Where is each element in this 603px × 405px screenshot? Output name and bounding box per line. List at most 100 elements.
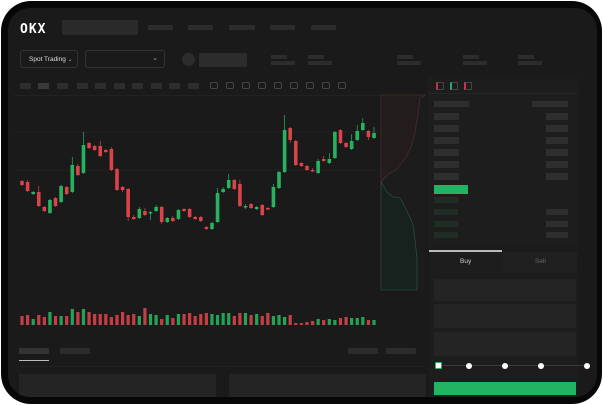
candle-body bbox=[310, 170, 315, 172]
volume-bar bbox=[299, 323, 303, 325]
slider-step-50[interactable] bbox=[502, 363, 508, 369]
chevron-down-icon[interactable] bbox=[258, 82, 266, 89]
book-view-asks-icon[interactable] bbox=[464, 82, 472, 90]
bid-price bbox=[434, 232, 458, 238]
volume-bar bbox=[143, 308, 147, 325]
ask-price bbox=[434, 113, 459, 120]
tab-sell[interactable]: Sell bbox=[535, 258, 546, 265]
tab-order-history[interactable] bbox=[60, 348, 90, 354]
timeframe-button[interactable] bbox=[57, 83, 68, 89]
candle-body bbox=[293, 141, 298, 165]
candle-body bbox=[299, 163, 304, 166]
candle-body bbox=[87, 143, 91, 148]
volume-bar bbox=[42, 317, 46, 325]
nav-item[interactable] bbox=[311, 25, 336, 30]
candle-body bbox=[333, 132, 337, 158]
volume-bar bbox=[355, 318, 359, 325]
amount-slider[interactable] bbox=[438, 365, 588, 366]
indicator-icon[interactable] bbox=[210, 82, 218, 89]
filter-button[interactable] bbox=[348, 348, 378, 354]
volume-bar bbox=[238, 313, 242, 325]
book-view-bids-icon[interactable] bbox=[450, 82, 458, 90]
volume-bar bbox=[243, 313, 248, 325]
nav-item[interactable] bbox=[229, 25, 255, 30]
tab-buy[interactable]: Buy bbox=[460, 258, 472, 265]
nav-item[interactable] bbox=[188, 25, 213, 30]
candle-body bbox=[344, 143, 348, 147]
order-book bbox=[428, 77, 578, 247]
candle-body bbox=[20, 181, 24, 185]
candle-body bbox=[321, 159, 326, 161]
chart-type-icon[interactable] bbox=[242, 82, 250, 89]
buy-submit-button[interactable] bbox=[434, 382, 576, 395]
volume-bar bbox=[182, 314, 186, 325]
camera-icon[interactable] bbox=[306, 82, 314, 89]
slider-step-25[interactable] bbox=[466, 363, 472, 369]
stat-label bbox=[308, 55, 324, 59]
volume-bar bbox=[76, 312, 80, 325]
total-input[interactable] bbox=[434, 332, 576, 356]
nav-item[interactable] bbox=[270, 25, 295, 30]
ruler-icon[interactable] bbox=[290, 82, 298, 89]
depth-bids-area bbox=[380, 180, 418, 291]
stat-label bbox=[271, 55, 287, 59]
slider-step-75[interactable] bbox=[538, 363, 544, 369]
stat-label bbox=[463, 55, 479, 59]
volume-bar bbox=[361, 317, 365, 325]
timeframe-button[interactable] bbox=[114, 83, 125, 89]
amount-input[interactable] bbox=[434, 304, 576, 328]
candle-body bbox=[92, 146, 97, 150]
timeframe-button[interactable] bbox=[151, 83, 162, 89]
stat-label bbox=[518, 55, 534, 59]
line-icon[interactable] bbox=[274, 82, 282, 89]
candlestick-chart[interactable] bbox=[8, 8, 597, 397]
book-view-both-icon[interactable] bbox=[436, 82, 444, 90]
volume-bar bbox=[31, 319, 35, 325]
timeframe-button[interactable] bbox=[38, 83, 49, 89]
timeframe-button[interactable] bbox=[132, 83, 143, 89]
ask-price bbox=[434, 137, 459, 144]
volume-bar bbox=[255, 314, 259, 325]
nav-item[interactable] bbox=[148, 25, 173, 30]
price-input[interactable] bbox=[434, 279, 576, 301]
candle-body bbox=[76, 166, 80, 175]
volume-bar bbox=[215, 315, 220, 325]
volume-bar bbox=[221, 313, 225, 325]
volume-bar bbox=[65, 316, 69, 325]
volume-bar bbox=[165, 315, 169, 325]
filter-button[interactable] bbox=[386, 348, 416, 354]
fullscreen-icon[interactable] bbox=[338, 82, 346, 89]
volume-bar bbox=[109, 317, 113, 325]
ask-amount bbox=[546, 137, 568, 144]
volume-bar bbox=[344, 317, 348, 325]
candle-body bbox=[277, 172, 281, 188]
timeframe-button[interactable] bbox=[169, 83, 180, 89]
candle-body bbox=[31, 192, 35, 194]
timeframe-button[interactable] bbox=[20, 83, 31, 89]
volume-bar bbox=[310, 321, 315, 325]
volume-bar bbox=[176, 314, 181, 325]
timeframe-button[interactable] bbox=[95, 83, 106, 89]
volume-bar bbox=[48, 312, 52, 325]
tab-open-orders[interactable] bbox=[19, 348, 49, 354]
slider-step-100[interactable] bbox=[584, 363, 590, 369]
volume-bar bbox=[154, 315, 158, 325]
search-bar[interactable] bbox=[62, 20, 138, 35]
volume-bar bbox=[199, 314, 203, 325]
pair-dropdown[interactable]: ⌄ bbox=[85, 50, 165, 68]
market-type-dropdown[interactable]: Spot Trading ⌄ bbox=[20, 50, 78, 68]
settings-icon[interactable] bbox=[322, 82, 330, 89]
ask-amount bbox=[546, 113, 568, 120]
timeframe-button[interactable] bbox=[77, 83, 88, 89]
candle-body bbox=[366, 131, 371, 137]
candle-body bbox=[266, 208, 270, 210]
timeframe-button[interactable] bbox=[188, 83, 199, 89]
chevron-down-icon[interactable] bbox=[226, 82, 234, 89]
volume-bar bbox=[277, 315, 281, 325]
volume-bar bbox=[132, 314, 136, 325]
volume-bar bbox=[333, 320, 337, 325]
volume-bar bbox=[294, 323, 298, 325]
slider-handle[interactable] bbox=[435, 362, 442, 369]
volume-bar bbox=[126, 315, 130, 325]
okx-logo[interactable]: OKX bbox=[20, 22, 47, 37]
